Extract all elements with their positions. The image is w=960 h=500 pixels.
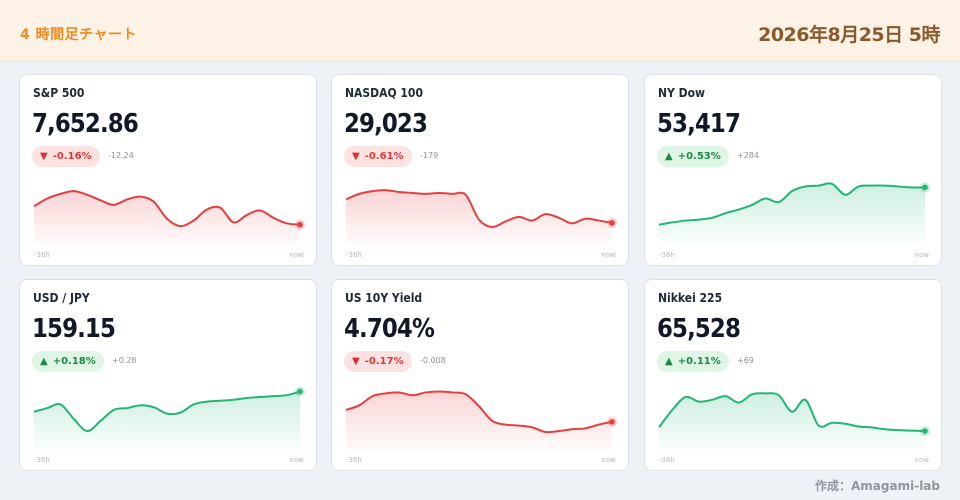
sparkline-chart [345,390,617,450]
time-end-label: now [289,251,304,259]
card-value: 65,528 [657,314,741,344]
triangle-up-icon: ▲ [665,151,673,162]
sparkline-line [33,390,301,433]
card-value: 29,023 [344,109,428,139]
card-name: US 10Y Yield [345,291,423,305]
sparkline-area [659,393,925,450]
sparkline-area [659,183,925,245]
card-value: 159.15 [32,314,116,344]
change-absolute: -0.008 [420,356,446,365]
change-percent: -0.16% [52,151,92,162]
card-value: 7,652.86 [32,109,139,139]
change-percent: +0.53% [677,151,721,162]
time-end-label: now [914,456,929,464]
time-end-label: now [289,456,304,464]
change-absolute: +284 [737,151,759,160]
card-value: 4.704% [344,314,435,344]
last-point-dot [297,388,303,395]
sparkline-line [33,190,301,228]
time-start-label: -36h [659,456,675,464]
change-percent: +0.11% [677,356,721,367]
change-badge: ▼ -0.16% [32,146,100,167]
change-badge: ▼ -0.17% [344,351,412,372]
market-card-nikkei225[interactable]: Nikkei 225 65,528 ▲ +0.11% +69 -36h now [644,279,942,471]
card-value: 53,417 [657,109,741,139]
change-badge: ▲ +0.53% [657,146,729,167]
triangle-up-icon: ▲ [665,356,673,367]
card-name: S&P 500 [33,86,85,100]
time-start-label: -36h [659,251,675,259]
sparkline-line [658,182,926,226]
triangle-down-icon: ▼ [352,356,360,367]
sparkline-area [346,391,612,450]
time-start-label: -36h [346,456,362,464]
time-end-label: now [601,251,616,259]
change-badge: ▼ -0.61% [344,146,412,167]
sparkline-line [345,390,613,434]
sparkline-line [345,189,613,228]
last-point-dot [922,184,928,191]
change-percent: +0.18% [52,356,96,367]
last-point-dot [609,220,615,226]
sparkline-chart [658,182,930,245]
market-card-usdjpy[interactable]: USD / JPY 159.15 ▲ +0.18% +0.28 -36h now [19,279,317,471]
change-absolute: +0.28 [112,356,137,365]
change-absolute: +69 [737,356,754,365]
change-percent: -0.17% [364,356,404,367]
sparkline-chart [658,392,930,450]
card-name: NY Dow [658,86,705,100]
page-title: 4 時間足チャート [20,27,137,43]
last-point-dot [297,221,303,228]
market-card-sp500[interactable]: S&P 500 7,652.86 ▼ -0.16% -12.24 -36h no… [19,74,317,266]
credit-text: 作成：Amagami-lab [815,479,940,493]
market-card-us10y[interactable]: US 10Y Yield 4.704% ▼ -0.17% -0.008 -36h… [331,279,629,471]
sparkline-area [34,391,300,450]
time-start-label: -36h [34,251,50,259]
time-start-label: -36h [34,456,50,464]
market-card-nasdaq100[interactable]: NASDAQ 100 29,023 ▼ -0.61% -179 -36h now [331,74,629,266]
time-start-label: -36h [346,251,362,259]
card-name: NASDAQ 100 [345,86,423,100]
market-card-nydow[interactable]: NY Dow 53,417 ▲ +0.53% +284 -36h now [644,74,942,266]
change-percent: -0.61% [364,151,404,162]
sparkline-area [34,191,300,245]
change-badge: ▲ +0.11% [657,351,729,372]
change-absolute: -12.24 [108,151,134,160]
sparkline-chart [33,386,305,450]
last-point-dot [609,419,615,425]
sparkline-area [346,190,612,245]
triangle-down-icon: ▼ [40,151,48,162]
triangle-up-icon: ▲ [40,356,48,367]
time-end-label: now [914,251,929,259]
app-header: 4 時間足チャート 2026年8月25日 5時 [0,0,960,62]
card-name: USD / JPY [33,291,90,305]
change-absolute: -179 [420,151,439,160]
last-point-dot [922,428,928,434]
card-name: Nikkei 225 [658,291,723,305]
sparkline-chart [345,189,617,245]
header-date: 2026年8月25日 5時 [758,24,940,46]
sparkline-line [658,392,926,433]
time-end-label: now [601,456,616,464]
sparkline-chart [33,190,305,245]
triangle-down-icon: ▼ [352,151,360,162]
change-badge: ▲ +0.18% [32,351,104,372]
